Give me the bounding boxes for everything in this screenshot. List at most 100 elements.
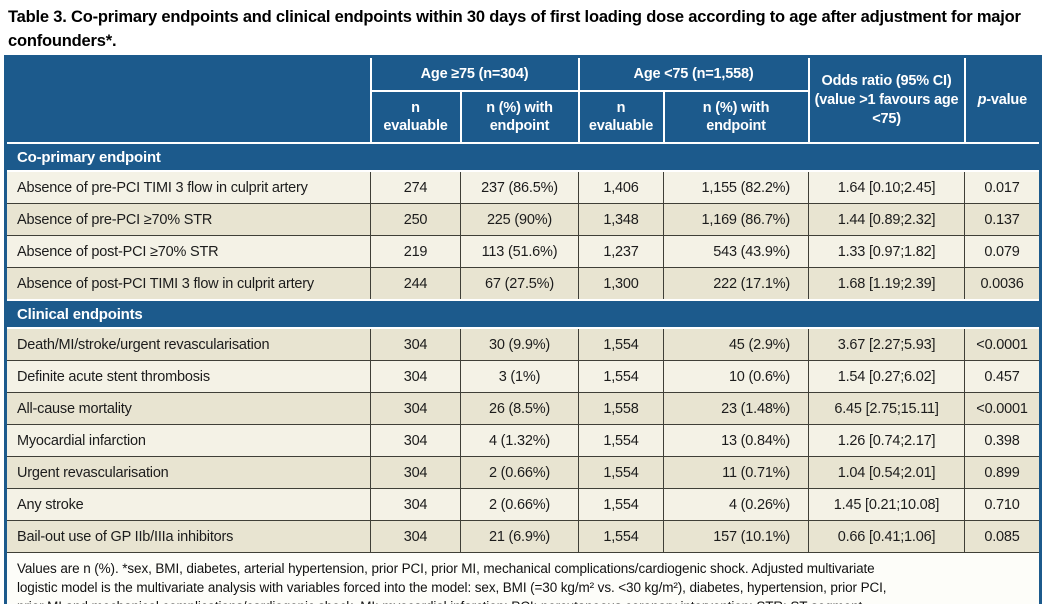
endpoint-cell: Myocardial infarction <box>5 424 371 457</box>
n-pct-ge75-cell: 26 (8.5%) <box>460 392 579 425</box>
n-pct-ge75-cell: 113 (51.6%) <box>460 235 579 268</box>
n-evaluable-lt75-cell: 1,300 <box>578 267 664 301</box>
n-pct-lt75-cell: 157 (10.1%) <box>662 520 810 553</box>
odds-ratio-cell: 1.04 [0.54;2.01] <box>808 456 966 489</box>
p-value-cell: <0.0001 <box>964 327 1042 361</box>
footnote-line: prior MI and mechanical complications/ca… <box>17 597 1031 604</box>
p-value-cell: 0.457 <box>964 360 1042 393</box>
n-evaluable-ge75-cell: 304 <box>370 327 461 361</box>
n-pct-ge75-cell: 225 (90%) <box>460 203 579 236</box>
p-value-cell: 0.079 <box>964 235 1042 268</box>
odds-ratio-cell: 1.45 [0.21;10.08] <box>808 488 966 521</box>
n-pct-ge75-header: n (%) with endpoint <box>459 90 580 144</box>
endpoint-cell: Absence of post-PCI ≥70% STR <box>5 235 371 268</box>
n-evaluable-lt75-cell: 1,554 <box>578 424 664 457</box>
age-lt75-group-header: Age <75 (n=1,558) <box>577 56 810 92</box>
table-row: Bail-out use of GP IIb/IIIa inhibitors 30… <box>5 520 1042 553</box>
p-rest-label: -value <box>986 92 1027 108</box>
table-header: Age ≥75 (n=304) Age <75 (n=1,558) Odds r… <box>5 56 1041 144</box>
endpoint-cell: Absence of pre-PCI ≥70% STR <box>5 203 371 236</box>
p-value-cell: 0.710 <box>964 488 1042 521</box>
footnote: Values are n (%). *sex, BMI, diabetes, a… <box>5 552 1041 604</box>
n-pct-ge75-cell: 30 (9.9%) <box>460 327 579 361</box>
endpoints-table: Age ≥75 (n=304) Age <75 (n=1,558) Odds r… <box>4 55 1043 604</box>
n-pct-lt75-cell: 222 (17.1%) <box>662 267 810 301</box>
odds-ratio-cell: 3.67 [2.27;5.93] <box>808 327 966 361</box>
header-sub-row: n evaluable n (%) with endpoint n evalua… <box>6 90 1041 144</box>
table-row: Absence of pre-PCI ≥70% STR 250 225 (90%) 1… <box>5 203 1042 236</box>
n-evaluable-ge75-cell: 274 <box>370 170 461 204</box>
table-row: Absence of pre-PCI TIMI 3 flow in culpri… <box>5 170 1042 204</box>
p-italic-label: p <box>977 92 987 108</box>
n-evaluable-ge75-cell: 304 <box>370 392 461 425</box>
header-group-row: Age ≥75 (n=304) Age <75 (n=1,558) Odds r… <box>5 56 1041 144</box>
n-evaluable-lt75-cell: 1,554 <box>578 520 664 553</box>
table-row: Myocardial infarction 304 4 (1.32%) 1,554 13… <box>5 424 1042 457</box>
n-evaluable-lt75-header: n evaluable <box>577 90 665 144</box>
odds-ratio-cell: 0.66 [0.41;1.06] <box>808 520 966 553</box>
endpoint-cell: Bail-out use of GP IIb/IIIa inhibitors <box>5 520 371 553</box>
p-value-column-header: p-value <box>963 56 1041 144</box>
table-row: All-cause mortality 304 26 (8.5%) 1,558 23 (… <box>5 392 1042 425</box>
table-row: Urgent revascularisation 304 2 (0.66%) 1,55… <box>5 456 1042 489</box>
p-value-cell: 0.017 <box>964 170 1042 204</box>
n-evaluable-lt75-cell: 1,554 <box>578 360 664 393</box>
section-header-row: Clinical endpoints <box>5 299 1041 329</box>
n-pct-lt75-cell: 543 (43.9%) <box>662 235 810 268</box>
endpoint-cell: All-cause mortality <box>5 392 371 425</box>
odds-ratio-cell: 6.45 [2.75;15.11] <box>808 392 966 425</box>
table-row: Any stroke 304 2 (0.66%) 1,554 4 (0.26%) 1.45… <box>5 488 1042 521</box>
age-ge75-group-header: Age ≥75 (n=304) <box>369 56 580 92</box>
p-value-cell: 0.899 <box>964 456 1042 489</box>
n-evaluable-ge75-cell: 250 <box>370 203 461 236</box>
n-evaluable-lt75-cell: 1,554 <box>578 488 664 521</box>
n-pct-lt75-cell: 45 (2.9%) <box>662 327 810 361</box>
n-evaluable-ge75-cell: 304 <box>370 488 461 521</box>
n-pct-ge75-cell: 237 (86.5%) <box>460 170 579 204</box>
p-value-cell: 0.085 <box>964 520 1042 553</box>
n-pct-ge75-cell: 2 (0.66%) <box>460 488 579 521</box>
n-evaluable-ge75-cell: 304 <box>370 456 461 489</box>
section-header-row: Co-primary endpoint <box>5 142 1041 172</box>
n-pct-lt75-cell: 10 (0.6%) <box>662 360 810 393</box>
endpoint-cell: Absence of post-PCI TIMI 3 flow in culpr… <box>5 267 371 301</box>
endpoint-cell: Absence of pre-PCI TIMI 3 flow in culpri… <box>5 170 371 204</box>
n-evaluable-ge75-cell: 219 <box>370 235 461 268</box>
p-value-cell: 0.0036 <box>964 267 1042 301</box>
n-evaluable-ge75-cell: 244 <box>370 267 461 301</box>
p-value-cell: 0.398 <box>964 424 1042 457</box>
table-row: Absence of post-PCI TIMI 3 flow in culpr… <box>5 267 1042 301</box>
table-row: Absence of post-PCI ≥70% STR 219 113 (51.6… <box>5 235 1042 268</box>
p-value-cell: <0.0001 <box>964 392 1042 425</box>
n-evaluable-ge75-cell: 304 <box>370 520 461 553</box>
n-pct-ge75-cell: 3 (1%) <box>460 360 579 393</box>
n-evaluable-lt75-cell: 1,406 <box>578 170 664 204</box>
n-pct-lt75-cell: 1,155 (82.2%) <box>662 170 810 204</box>
n-evaluable-ge75-header: n evaluable <box>369 90 462 144</box>
n-pct-lt75-cell: 23 (1.48%) <box>662 392 810 425</box>
footnote-line: Values are n (%). *sex, BMI, diabetes, a… <box>17 561 875 576</box>
odds-ratio-cell: 1.26 [0.74;2.17] <box>808 424 966 457</box>
n-pct-lt75-cell: 4 (0.26%) <box>662 488 810 521</box>
odds-ratio-column-header: Odds ratio (95% CI) (value >1 favours ag… <box>807 56 966 144</box>
n-evaluable-lt75-cell: 1,554 <box>578 327 664 361</box>
n-pct-lt75-header: n (%) with endpoint <box>662 90 810 144</box>
odds-ratio-cell: 1.44 [0.89;2.32] <box>808 203 966 236</box>
n-pct-lt75-cell: 13 (0.84%) <box>662 424 810 457</box>
n-pct-ge75-cell: 21 (6.9%) <box>460 520 579 553</box>
n-evaluable-lt75-cell: 1,558 <box>578 392 664 425</box>
n-evaluable-lt75-cell: 1,237 <box>578 235 664 268</box>
n-pct-ge75-cell: 67 (27.5%) <box>460 267 579 301</box>
odds-ratio-cell: 1.68 [1.19;2.39] <box>808 267 966 301</box>
endpoint-cell: Any stroke <box>5 488 371 521</box>
section-header-label: Co-primary endpoint <box>5 142 1041 172</box>
n-evaluable-lt75-cell: 1,554 <box>578 456 664 489</box>
n-pct-ge75-cell: 2 (0.66%) <box>460 456 579 489</box>
table-row: Definite acute stent thrombosis 304 3 (1%)… <box>5 360 1042 393</box>
endpoint-column-header <box>5 56 372 144</box>
n-pct-lt75-cell: 1,169 (86.7%) <box>662 203 810 236</box>
endpoint-cell: Definite acute stent thrombosis <box>5 360 371 393</box>
section-header-label: Clinical endpoints <box>5 299 1041 329</box>
table-body: Co-primary endpoint Absence of pre-PCI TI… <box>5 142 1042 553</box>
